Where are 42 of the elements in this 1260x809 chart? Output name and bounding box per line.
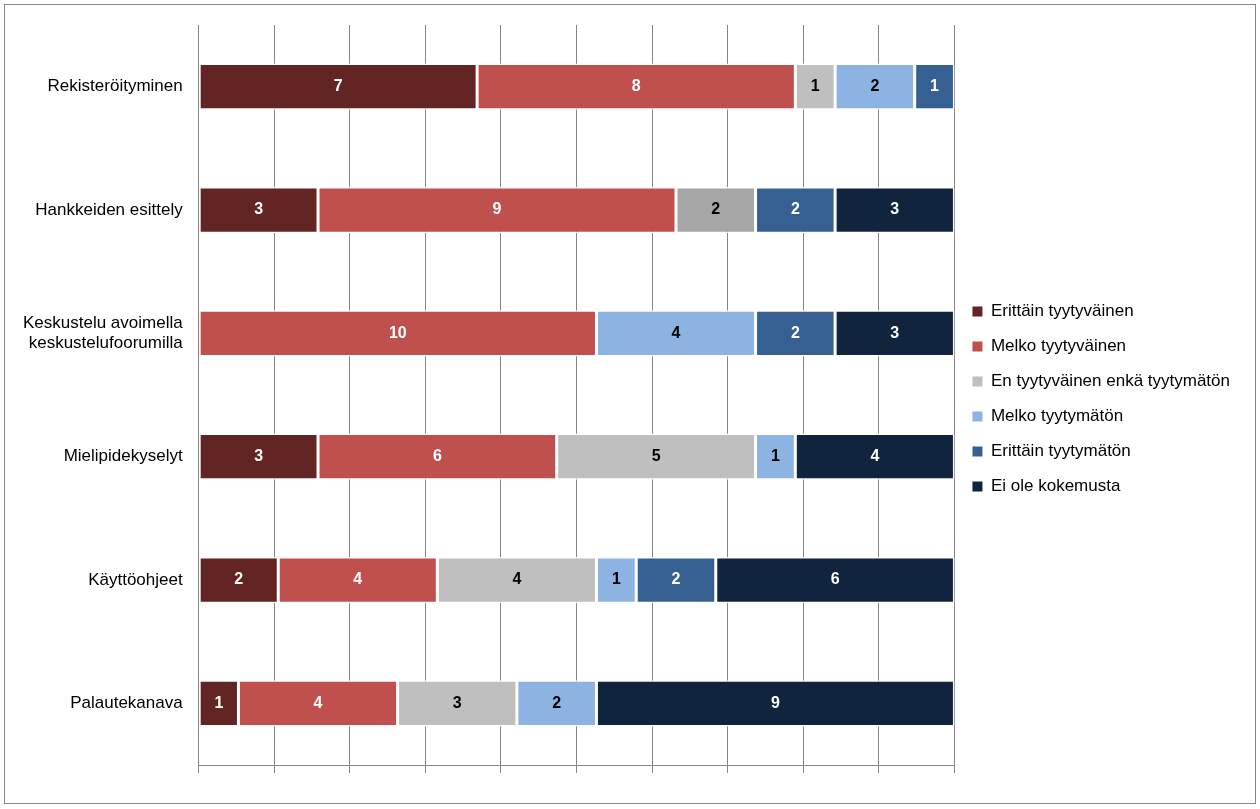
data-label: 2	[552, 693, 562, 711]
y-tick-label: Käyttöohjeet	[88, 569, 183, 589]
data-label: 2	[790, 323, 800, 341]
y-tick-label: Hankkeiden esittely	[35, 199, 184, 219]
data-label: 1	[770, 447, 780, 465]
y-tick-label: Mielipidekyselyt	[63, 446, 183, 466]
data-label: 3	[254, 447, 264, 465]
data-label: 6	[432, 447, 442, 465]
legend-label: Melko tyytymätön	[990, 406, 1124, 426]
data-label: 2	[870, 77, 880, 95]
data-label: 8	[631, 77, 641, 95]
legend-label: Ei ole kokemusta	[990, 476, 1121, 496]
data-label: 2	[711, 200, 721, 218]
y-tick-label: Rekisteröityminen	[47, 76, 183, 96]
legend-label: Erittäin tyytyväinen	[990, 301, 1134, 321]
data-label: 4	[671, 323, 681, 341]
data-label: 2	[790, 200, 800, 218]
data-label: 9	[770, 693, 780, 711]
legend-label: En tyytyväinen enkä tyytymätön	[990, 371, 1230, 391]
data-label: 3	[452, 693, 462, 711]
y-tick-label: Palautekanava	[70, 693, 184, 713]
data-label: 3	[890, 200, 900, 218]
data-label: 3	[254, 200, 264, 218]
data-label: 4	[313, 693, 323, 711]
y-tick-label: Keskustelu avoimella keskustelufoorumilla	[22, 312, 184, 353]
data-label: 9	[492, 200, 502, 218]
data-label: 10	[388, 323, 407, 341]
legend-label: Erittäin tyytymätön	[990, 441, 1131, 461]
data-label: 6	[830, 570, 840, 588]
data-label: 2	[234, 570, 244, 588]
data-label: 1	[214, 693, 224, 711]
data-label: 1	[611, 570, 621, 588]
data-label: 4	[870, 447, 880, 465]
data-label: 7	[333, 77, 343, 95]
data-label: 2	[671, 570, 681, 588]
data-label: 4	[353, 570, 363, 588]
data-label: 4	[512, 570, 522, 588]
data-label: 1	[930, 77, 940, 95]
data-label: 3	[890, 323, 900, 341]
data-label: 1	[810, 77, 820, 95]
data-label: 5	[651, 447, 661, 465]
legend-label: Melko tyytyväinen	[990, 336, 1127, 356]
